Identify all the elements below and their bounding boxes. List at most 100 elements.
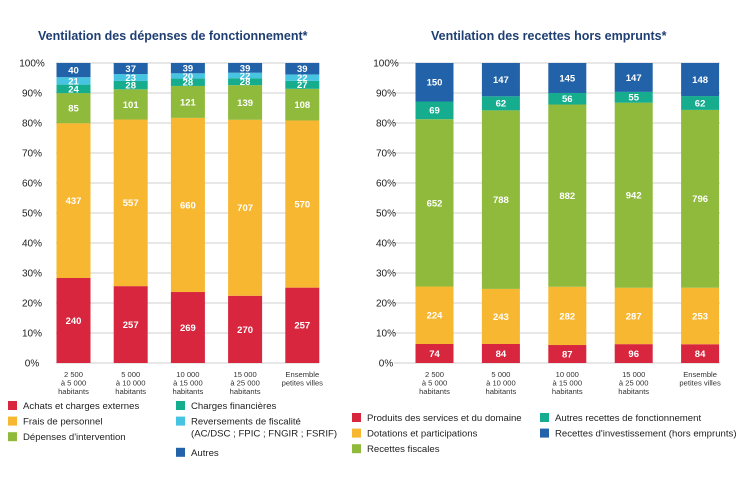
data-label: 62	[695, 98, 706, 109]
bar-segment	[170, 63, 205, 74]
bar-segment	[56, 84, 91, 94]
legend-swatch	[540, 413, 549, 422]
legend-swatch	[352, 413, 361, 422]
y-tick-label: 80%	[22, 119, 42, 130]
bar-segment	[415, 119, 454, 287]
y-tick-label: 10%	[22, 329, 42, 340]
category-label: à 10 000	[116, 379, 146, 388]
category-label: Ensemble	[683, 370, 717, 379]
data-label: 257	[294, 321, 310, 332]
bar-segment	[548, 286, 587, 346]
category-label: à 10 000	[486, 379, 516, 388]
y-tick-label: 40%	[22, 239, 42, 250]
bar-segment	[548, 63, 587, 93]
data-label: 257	[123, 320, 139, 331]
data-label: 22	[297, 73, 308, 84]
data-label: 24	[68, 84, 79, 95]
y-tick-label: 80%	[376, 119, 396, 130]
data-label: 240	[66, 316, 82, 327]
data-label: 660	[180, 200, 196, 211]
bar-segment	[170, 117, 205, 293]
chart-title: Ventilation des dépenses de fonctionneme…	[38, 29, 308, 43]
bar-segment	[415, 286, 454, 345]
category-label: 5 000	[121, 370, 140, 379]
y-tick-label: 10%	[376, 329, 396, 340]
y-tick-label: 100%	[373, 59, 399, 70]
bar-segment	[113, 286, 148, 363]
legend-swatch	[352, 428, 361, 438]
legend-label: Frais de personnel	[23, 417, 102, 428]
bar-segment	[481, 110, 520, 289]
y-tick-label: 90%	[376, 89, 396, 100]
data-label: 253	[692, 311, 708, 322]
data-label: 243	[493, 312, 509, 323]
data-label: 788	[493, 195, 509, 206]
bars: 2404378524214025755710128233726966012128…	[56, 63, 320, 363]
category-label: à 25 000	[619, 379, 649, 388]
data-label: 108	[294, 100, 310, 111]
category-label: à 5 000	[61, 379, 86, 388]
y-tick-label: 30%	[22, 269, 42, 280]
category-label: à 5 000	[422, 379, 447, 388]
data-label: 796	[692, 194, 708, 205]
legend-swatch	[8, 401, 17, 410]
chart-depenses: Ventilation des dépenses de fonctionneme…	[8, 29, 337, 459]
bar-segment	[415, 344, 454, 363]
y-tick-label: 50%	[22, 209, 42, 220]
bar-segment	[113, 89, 148, 120]
bar-segment	[170, 85, 205, 118]
category-label: habitants	[552, 387, 583, 396]
bar-segment	[56, 63, 91, 78]
data-label: 69	[429, 106, 440, 117]
bar-segment	[481, 288, 520, 344]
data-label: 287	[626, 311, 642, 322]
data-label: 147	[493, 75, 509, 86]
data-label: 101	[123, 100, 140, 111]
data-label: 84	[695, 349, 706, 360]
data-label: 652	[427, 198, 443, 209]
bar-segment	[285, 74, 320, 81]
category-label: 15 000	[233, 370, 256, 379]
bar-segment	[285, 63, 320, 75]
data-label: 150	[427, 78, 443, 89]
legend-label: Autres	[191, 448, 219, 459]
bar-segment	[681, 63, 720, 97]
legend-label: Autres recettes de fonctionnement	[555, 413, 701, 424]
bar-segment	[481, 96, 520, 111]
data-label: 74	[429, 349, 440, 360]
data-label: 27	[297, 80, 308, 91]
category-label: habitants	[172, 387, 203, 396]
data-label: 87	[562, 349, 573, 360]
legend-label: (AC/DSC ; FPIC ; FNGIR ; FSRIF)	[191, 429, 337, 440]
category-label: 10 000	[556, 370, 579, 379]
bar-segment	[113, 74, 148, 81]
data-label: 282	[559, 311, 575, 322]
bar-segment	[481, 63, 520, 97]
category-label: habitants	[485, 387, 516, 396]
data-label: 55	[628, 93, 639, 104]
category-label: habitants	[618, 387, 649, 396]
legend-label: Dotations et participations	[367, 429, 478, 440]
data-label: 121	[180, 97, 197, 108]
bar-segment	[285, 80, 320, 89]
y-tick-label: 20%	[22, 299, 42, 310]
legend-label: Recettes fiscales	[367, 444, 440, 455]
bar-segment	[285, 287, 320, 363]
bar-segment	[681, 344, 720, 363]
y-tick-label: 0%	[379, 359, 394, 370]
y-tick-label: 90%	[22, 89, 42, 100]
legend-swatch	[176, 401, 185, 410]
data-label: 21	[68, 76, 79, 87]
bar-segment	[228, 63, 263, 73]
category-label: habitants	[230, 387, 261, 396]
chart-recettes: Ventilation des recettes hors emprunts* …	[352, 29, 737, 455]
bar-segment	[681, 287, 720, 345]
bar-segment	[228, 85, 263, 120]
y-tick-label: 0%	[25, 359, 40, 370]
data-label: 23	[125, 73, 136, 84]
data-label: 942	[626, 191, 642, 202]
bar-segment	[415, 63, 454, 102]
y-tick-label: 60%	[22, 179, 42, 190]
data-label: 139	[237, 98, 253, 109]
